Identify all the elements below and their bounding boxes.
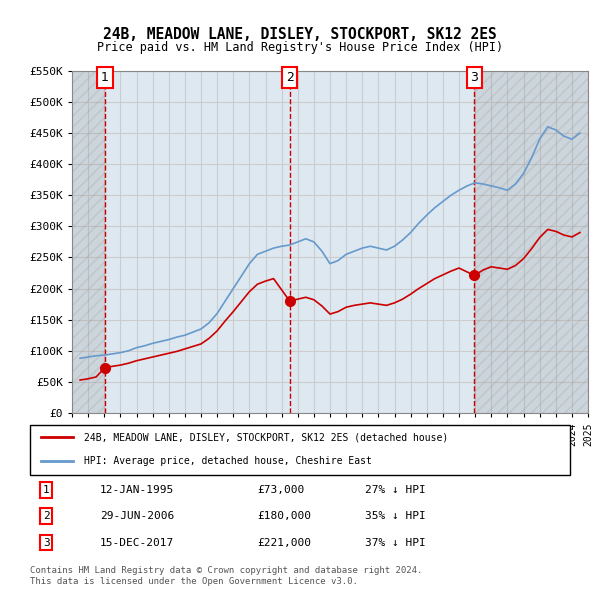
Text: £73,000: £73,000 bbox=[257, 485, 304, 495]
Text: 2: 2 bbox=[43, 512, 50, 521]
Text: 1: 1 bbox=[43, 485, 50, 495]
Text: 24B, MEADOW LANE, DISLEY, STOCKPORT, SK12 2ES (detached house): 24B, MEADOW LANE, DISLEY, STOCKPORT, SK1… bbox=[84, 432, 448, 442]
Text: 3: 3 bbox=[43, 537, 50, 548]
Text: 12-JAN-1995: 12-JAN-1995 bbox=[100, 485, 175, 495]
Text: Price paid vs. HM Land Registry's House Price Index (HPI): Price paid vs. HM Land Registry's House … bbox=[97, 41, 503, 54]
Text: 27% ↓ HPI: 27% ↓ HPI bbox=[365, 485, 425, 495]
Text: £180,000: £180,000 bbox=[257, 512, 311, 521]
Text: Contains HM Land Registry data © Crown copyright and database right 2024.: Contains HM Land Registry data © Crown c… bbox=[30, 566, 422, 575]
Bar bbox=[475, 71, 588, 413]
Text: 15-DEC-2017: 15-DEC-2017 bbox=[100, 537, 175, 548]
Text: 1: 1 bbox=[101, 71, 109, 84]
FancyBboxPatch shape bbox=[30, 425, 570, 475]
Text: 29-JUN-2006: 29-JUN-2006 bbox=[100, 512, 175, 521]
Bar bbox=[72, 71, 105, 413]
Text: 3: 3 bbox=[470, 71, 478, 84]
Text: 24B, MEADOW LANE, DISLEY, STOCKPORT, SK12 2ES: 24B, MEADOW LANE, DISLEY, STOCKPORT, SK1… bbox=[103, 27, 497, 41]
Text: 37% ↓ HPI: 37% ↓ HPI bbox=[365, 537, 425, 548]
Text: £221,000: £221,000 bbox=[257, 537, 311, 548]
Text: HPI: Average price, detached house, Cheshire East: HPI: Average price, detached house, Ches… bbox=[84, 456, 372, 466]
Text: 35% ↓ HPI: 35% ↓ HPI bbox=[365, 512, 425, 521]
Text: This data is licensed under the Open Government Licence v3.0.: This data is licensed under the Open Gov… bbox=[30, 577, 358, 586]
Text: 2: 2 bbox=[286, 71, 293, 84]
